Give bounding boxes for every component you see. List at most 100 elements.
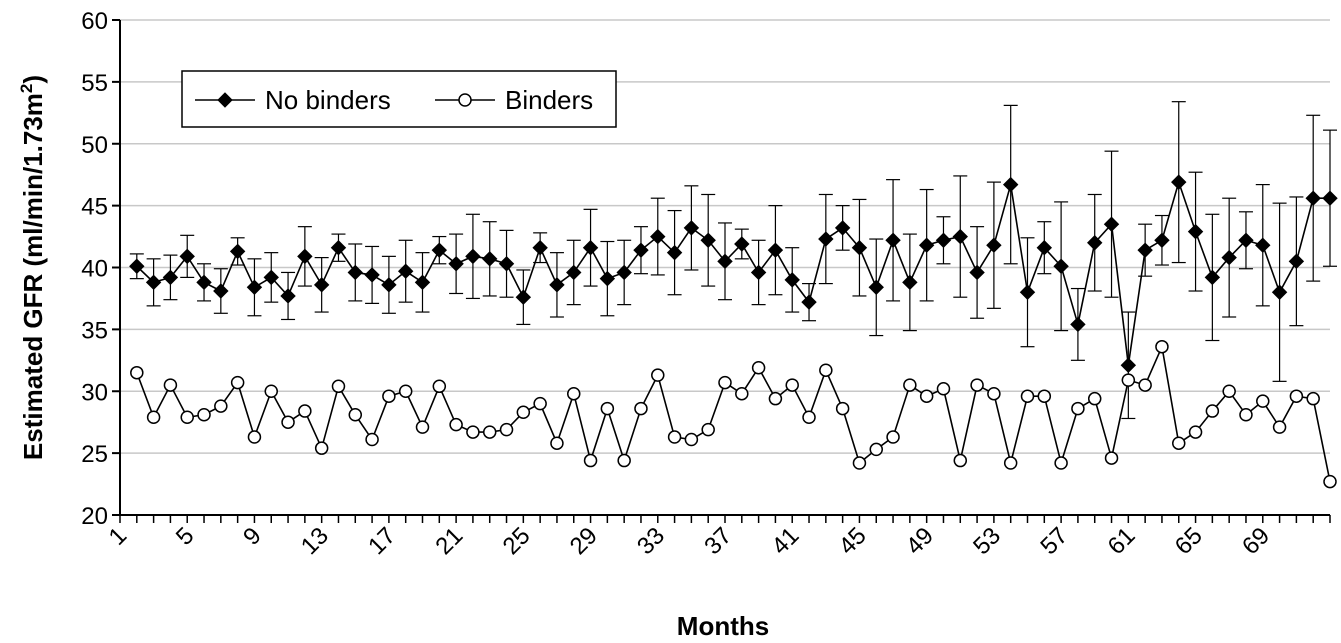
data-point [667,430,682,444]
data-point [1238,232,1254,248]
data-point [347,264,363,281]
series-2 [130,339,1337,489]
data-point [852,456,867,470]
data-point [432,379,447,394]
data-point [751,360,766,375]
y-tick-label: 55 [81,70,108,97]
data-point [230,375,245,390]
data-point [264,384,278,398]
y-tick-label: 40 [81,256,108,283]
data-point [482,425,497,439]
data-point [1255,237,1271,253]
x-tick-label: 53 [968,522,1006,560]
data-point [918,237,935,253]
data-point [634,401,648,416]
data-point [650,228,666,245]
y-axis-title-main: Estimated GFR (ml/min/1.73m [18,93,48,460]
data-point [734,236,750,252]
data-point [1289,389,1304,403]
data-point [1322,190,1338,206]
series-line [136,343,1331,482]
data-point [466,425,480,439]
x-axis-title: Months [677,611,769,641]
data-point [582,239,599,256]
y-tick-label: 25 [81,441,108,468]
data-point [666,244,683,261]
data-point [617,453,631,468]
data-point [213,283,229,299]
data-point [163,378,178,392]
x-tick-label: 61 [1103,522,1141,560]
data-point [633,242,649,258]
data-point [599,270,616,287]
data-point [214,399,228,413]
data-point [465,248,481,265]
x-tick-label: 29 [565,522,603,560]
data-point [280,288,296,304]
data-point [549,277,565,293]
data-point [718,375,732,390]
data-point [397,263,414,279]
data-point [851,239,868,256]
data-point [1256,394,1270,408]
y-tick-label: 45 [81,194,108,221]
data-point [1155,339,1169,354]
x-ticks: 1 5 9 13 17 21 25 29 33 37 41 45 49 53 57 61 65 69 [104,515,1331,560]
data-point [953,453,968,468]
data-point [919,389,934,403]
data-point [1120,357,1137,373]
data-point [533,396,547,411]
data-point [179,248,195,265]
data-point [767,242,784,258]
data-point [1288,253,1305,270]
data-point [1002,176,1019,193]
legend-label: Binders [505,85,593,115]
data-point [1172,436,1186,450]
x-tick-label: 33 [632,522,670,560]
data-point [1154,232,1170,248]
data-point [449,417,463,432]
y-axis-title-superscript: 2 [17,84,36,93]
data-point [969,264,985,281]
legend-label: No binders [265,85,391,115]
data-point [130,365,144,380]
data-point [414,274,431,291]
y-axis-title: Estimated GFR (ml/min/1.73m2) [17,75,48,460]
data-point [1070,316,1086,333]
x-tick-label: 37 [699,522,737,560]
data-point [246,279,263,296]
x-tick-label: 5 [171,522,200,551]
y-tick-label: 35 [81,317,108,344]
data-point [1271,284,1288,300]
data-point [1087,235,1103,251]
data-point [162,269,179,286]
data-point [515,289,532,305]
data-point [987,386,1001,401]
data-point [835,401,850,416]
data-point [1036,239,1053,256]
data-point [785,378,799,392]
data-point [482,251,498,267]
data-point [684,432,699,447]
x-tick-label: 41 [766,522,804,560]
data-point [298,404,312,418]
data-point [903,378,917,392]
data-point [819,363,833,377]
series-line [136,179,1330,366]
data-point [330,239,347,256]
data-point [448,256,464,272]
data-point [550,436,564,450]
data-point [567,386,581,401]
data-point [331,379,346,394]
data-point [1087,391,1102,406]
data-point [886,430,900,444]
data-point [365,432,379,447]
x-tick-label: 25 [498,522,536,560]
data-point [970,378,984,392]
data-point [1222,384,1236,398]
data-point [382,389,396,403]
data-point [263,269,279,286]
data-point [768,391,783,406]
data-point [364,267,380,283]
data-point [398,384,413,398]
